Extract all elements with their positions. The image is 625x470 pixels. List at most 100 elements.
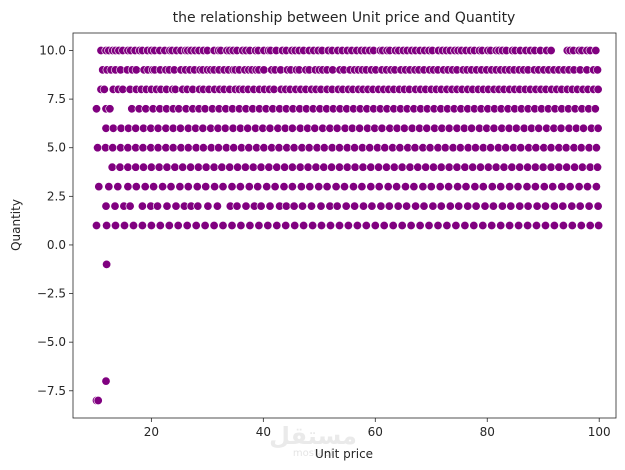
data-point: [478, 182, 488, 192]
data-point: [516, 143, 526, 153]
data-point: [303, 162, 313, 172]
data-point: [201, 162, 211, 172]
data-point: [584, 201, 594, 211]
data-point: [334, 221, 344, 231]
data-point: [334, 143, 344, 153]
data-point: [549, 201, 559, 211]
data-point: [591, 143, 601, 153]
data-point: [409, 182, 419, 192]
data-point: [218, 221, 228, 231]
data-point: [380, 143, 390, 153]
data-point: [200, 221, 210, 231]
data-point: [513, 182, 523, 192]
data-point: [146, 221, 156, 231]
data-point: [304, 143, 314, 153]
data-point: [435, 182, 445, 192]
data-point: [460, 162, 470, 172]
data-point: [256, 162, 266, 172]
data-point: [379, 221, 389, 231]
data-point: [170, 162, 180, 172]
data-point: [522, 182, 532, 192]
data-point: [123, 143, 133, 153]
data-point: [567, 201, 577, 211]
data-point: [299, 221, 309, 231]
data-point: [366, 162, 376, 172]
data-point: [287, 182, 297, 192]
data-point: [496, 182, 506, 192]
data-point: [487, 182, 497, 192]
data-point: [220, 123, 230, 133]
data-point: [574, 182, 584, 192]
data-point: [352, 221, 362, 231]
data-point: [557, 182, 567, 192]
data-point: [149, 182, 159, 192]
data-point: [131, 65, 141, 75]
data-point: [561, 143, 571, 153]
data-point: [327, 162, 337, 172]
data-point: [212, 201, 222, 211]
data-point: [164, 221, 174, 231]
data-point: [265, 201, 275, 211]
data-point: [421, 162, 431, 172]
data-point: [209, 221, 219, 231]
data-point: [469, 221, 479, 231]
data-point: [402, 201, 412, 211]
y-axis-label: Quantity: [9, 199, 23, 251]
data-point: [270, 182, 280, 192]
data-point: [265, 123, 275, 133]
x-tick-label: 100: [588, 425, 611, 439]
data-point: [316, 221, 326, 231]
data-point: [593, 84, 603, 94]
data-point: [592, 65, 602, 75]
data-point: [523, 162, 533, 172]
data-point: [279, 182, 289, 192]
data-point: [480, 201, 490, 211]
data-point: [468, 162, 478, 172]
data-point: [585, 221, 595, 231]
data-point: [440, 143, 450, 153]
data-point: [471, 201, 481, 211]
data-point: [426, 182, 436, 192]
data-point: [332, 123, 342, 133]
data-point: [467, 123, 477, 133]
data-point: [531, 221, 541, 231]
data-point: [131, 162, 141, 172]
data-point: [110, 201, 120, 211]
y-tick-label: 10.0: [39, 44, 66, 58]
data-point: [104, 182, 114, 192]
data-points: [92, 45, 604, 405]
data-point: [274, 143, 284, 153]
data-point: [470, 182, 480, 192]
data-point: [263, 221, 273, 231]
data-point: [131, 123, 141, 133]
data-point: [115, 162, 125, 172]
data-point: [591, 182, 601, 192]
data-point: [241, 201, 251, 211]
data-point: [377, 123, 387, 133]
data-point: [499, 162, 509, 172]
data-point: [570, 162, 580, 172]
data-point: [374, 162, 384, 172]
data-point: [102, 221, 112, 231]
data-point: [306, 201, 316, 211]
y-axis: −7.5 −5.0 −2.5 0.0 2.5 5.0 7.5 10.0: [37, 44, 73, 398]
data-point: [296, 182, 306, 192]
data-point: [395, 143, 405, 153]
data-point: [289, 201, 299, 211]
data-point: [389, 162, 399, 172]
data-point: [332, 201, 342, 211]
data-point: [397, 162, 407, 172]
data-point: [350, 201, 360, 211]
data-point: [381, 162, 391, 172]
data-point: [281, 201, 291, 211]
data-point: [193, 201, 203, 211]
data-point: [461, 182, 471, 192]
data-point: [264, 162, 274, 172]
data-point: [137, 201, 147, 211]
y-tick-label: −5.0: [37, 335, 66, 349]
data-point: [198, 143, 208, 153]
data-point: [341, 201, 351, 211]
data-point: [576, 221, 586, 231]
data-point: [162, 162, 172, 172]
